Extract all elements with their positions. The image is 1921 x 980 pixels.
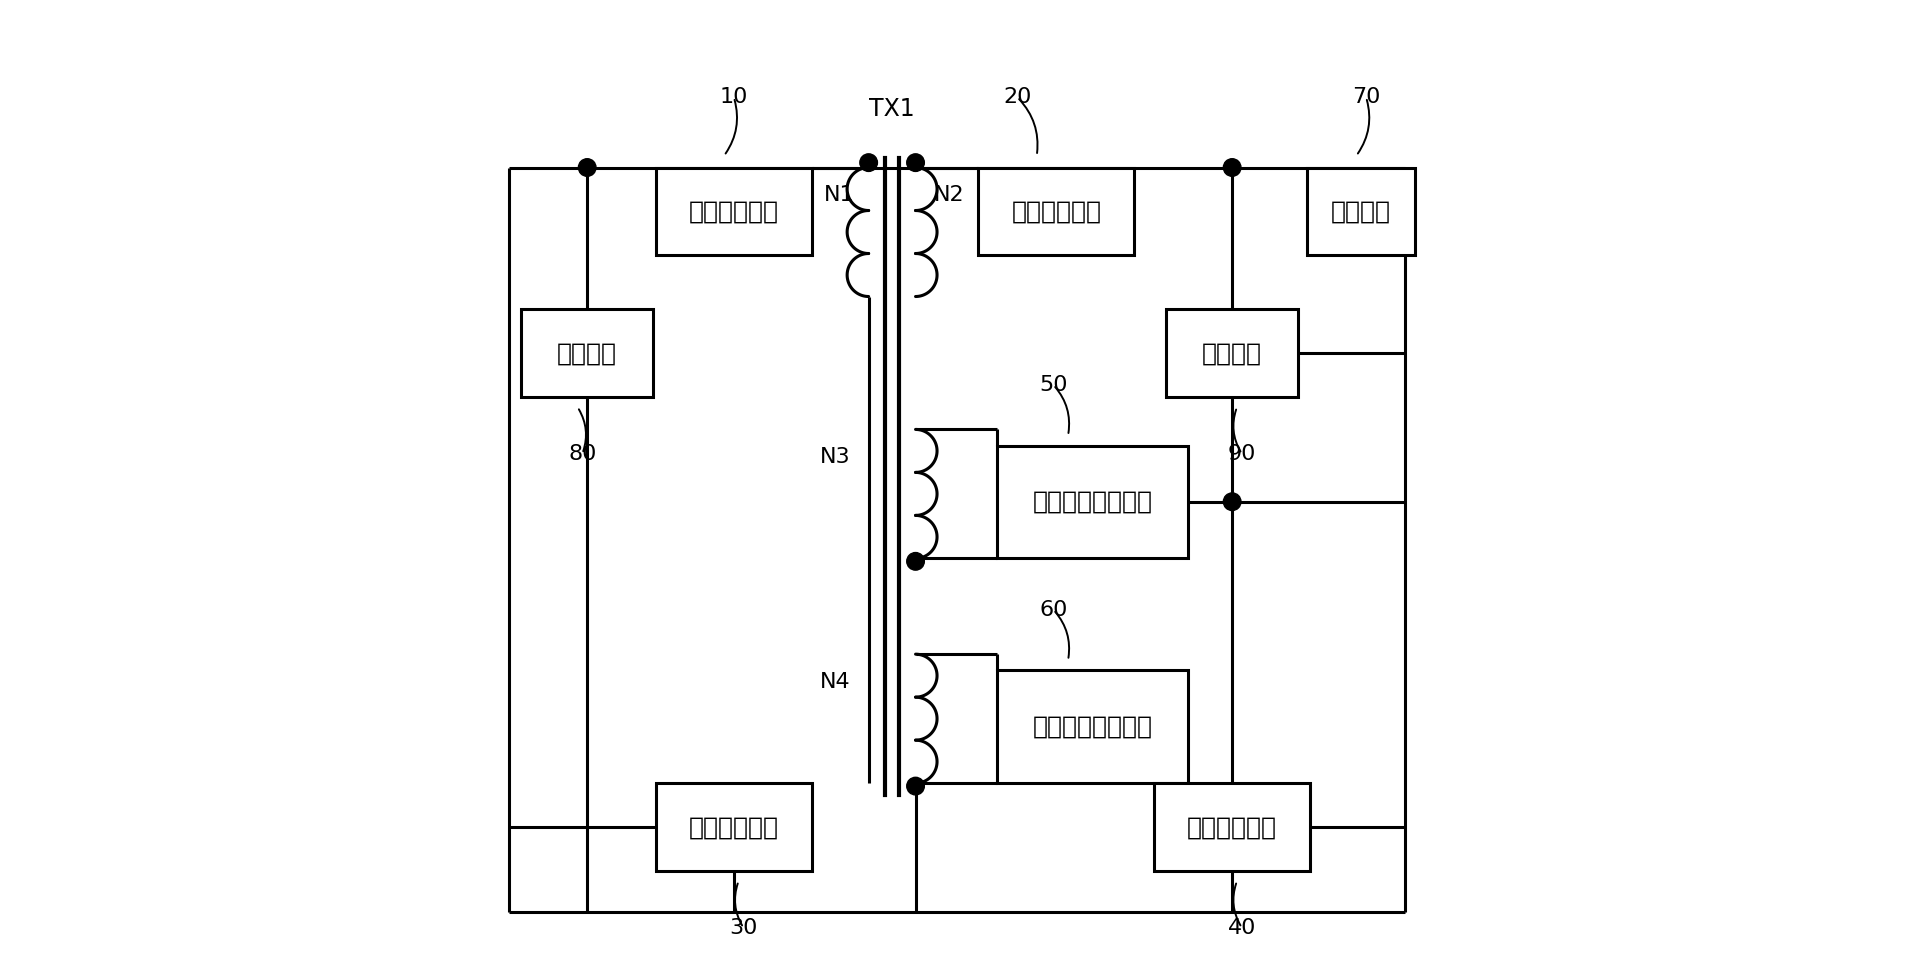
Text: 第一电源: 第一电源 [557, 341, 617, 366]
Text: N1: N1 [824, 185, 855, 205]
Circle shape [907, 154, 924, 172]
Text: 90: 90 [1228, 444, 1256, 464]
FancyBboxPatch shape [521, 310, 653, 397]
FancyBboxPatch shape [997, 670, 1187, 783]
FancyBboxPatch shape [978, 168, 1135, 256]
Text: 第二开关模块: 第二开关模块 [1187, 815, 1277, 839]
FancyBboxPatch shape [1166, 310, 1299, 397]
Circle shape [578, 159, 596, 176]
Circle shape [1224, 493, 1241, 511]
Circle shape [1224, 159, 1241, 176]
Text: TX1: TX1 [870, 97, 914, 121]
FancyBboxPatch shape [655, 783, 813, 871]
Text: 10: 10 [720, 87, 747, 107]
FancyBboxPatch shape [1308, 168, 1416, 256]
Text: N4: N4 [820, 671, 851, 692]
Text: N2: N2 [934, 185, 964, 205]
Text: 20: 20 [1003, 87, 1032, 107]
Circle shape [907, 553, 924, 570]
Circle shape [907, 777, 924, 795]
Text: 分压模块: 分压模块 [1331, 200, 1391, 223]
Text: 第一开关模块: 第一开关模块 [690, 815, 778, 839]
Text: 70: 70 [1352, 87, 1379, 107]
Text: 60: 60 [1039, 600, 1068, 619]
Text: 30: 30 [730, 918, 757, 938]
FancyBboxPatch shape [655, 168, 813, 256]
Text: N3: N3 [820, 447, 851, 466]
Text: 第二隔离模块: 第二隔离模块 [1010, 200, 1101, 223]
Text: 第一整流滤波模块: 第一整流滤波模块 [1032, 490, 1153, 514]
Circle shape [861, 154, 878, 172]
Text: 40: 40 [1228, 918, 1256, 938]
Text: 第二整流滤波模块: 第二整流滤波模块 [1032, 714, 1153, 739]
Text: 80: 80 [569, 444, 597, 464]
FancyBboxPatch shape [1155, 783, 1310, 871]
FancyBboxPatch shape [997, 446, 1187, 558]
Text: 50: 50 [1039, 375, 1068, 395]
Text: 第一隔离模块: 第一隔离模块 [690, 200, 778, 223]
Text: 第二电源: 第二电源 [1203, 341, 1262, 366]
